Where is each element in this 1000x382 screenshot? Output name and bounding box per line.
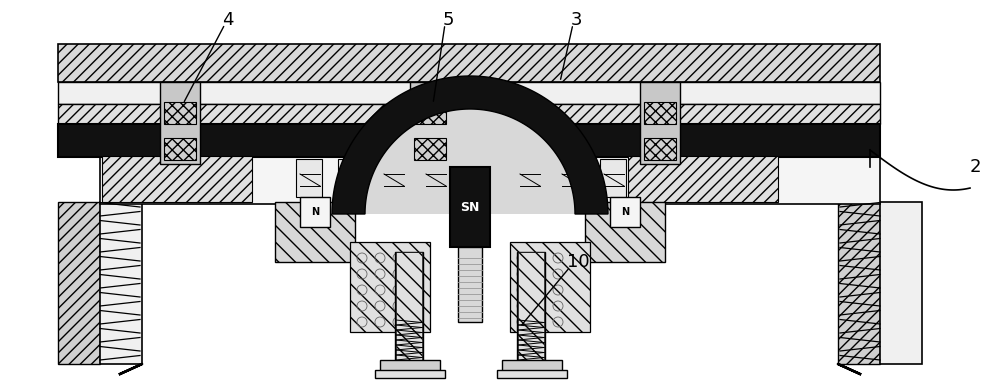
Polygon shape xyxy=(365,109,575,214)
Bar xyxy=(510,242,590,332)
Bar xyxy=(296,159,322,197)
Bar xyxy=(395,252,423,362)
Bar xyxy=(380,159,406,197)
Bar xyxy=(585,202,665,262)
Text: 5: 5 xyxy=(442,11,454,29)
Bar xyxy=(164,102,196,124)
Bar xyxy=(164,138,196,160)
Bar xyxy=(102,156,252,202)
Bar xyxy=(838,202,880,364)
Bar xyxy=(100,202,142,364)
Bar xyxy=(497,370,567,378)
Bar xyxy=(644,138,676,160)
Bar xyxy=(58,124,880,157)
Polygon shape xyxy=(332,76,608,214)
Bar xyxy=(640,82,680,164)
Bar xyxy=(380,360,440,372)
Bar xyxy=(517,252,545,362)
Bar xyxy=(502,360,562,372)
Bar xyxy=(300,197,330,227)
Bar xyxy=(518,252,544,360)
Bar xyxy=(644,102,676,124)
Bar xyxy=(466,159,492,197)
Bar xyxy=(628,156,778,202)
Text: 10: 10 xyxy=(567,253,589,271)
Bar xyxy=(58,44,880,82)
Text: 4: 4 xyxy=(222,11,234,29)
Bar xyxy=(422,159,448,197)
Bar xyxy=(160,82,200,164)
Bar xyxy=(410,82,450,164)
Bar xyxy=(558,159,584,197)
Bar xyxy=(414,102,446,124)
Bar xyxy=(414,138,446,160)
Bar xyxy=(610,197,640,227)
Bar xyxy=(58,82,880,104)
Bar xyxy=(516,159,542,197)
Bar xyxy=(58,104,880,124)
Bar xyxy=(58,202,100,364)
Text: SN: SN xyxy=(460,201,480,214)
Bar xyxy=(458,247,482,322)
Text: 3: 3 xyxy=(570,11,582,29)
Bar xyxy=(880,202,922,364)
Bar xyxy=(100,154,880,204)
Text: N: N xyxy=(311,207,319,217)
Bar xyxy=(275,202,355,262)
Text: N: N xyxy=(621,207,629,217)
Bar xyxy=(350,242,430,332)
Bar xyxy=(600,159,626,197)
Bar xyxy=(375,370,445,378)
Bar xyxy=(396,252,422,360)
Bar xyxy=(450,167,490,247)
Text: 2: 2 xyxy=(969,158,981,176)
Bar xyxy=(338,159,364,197)
